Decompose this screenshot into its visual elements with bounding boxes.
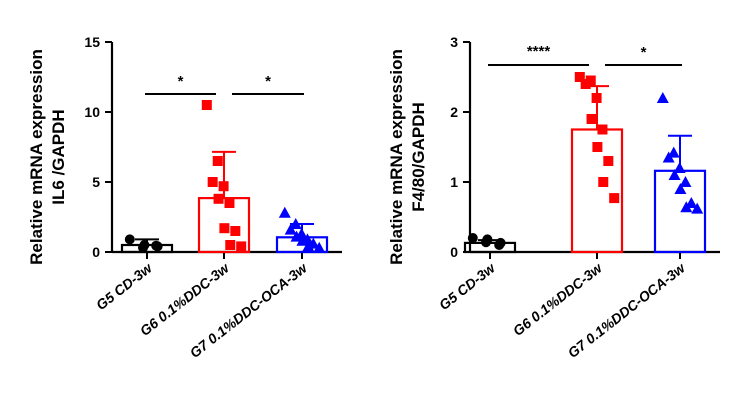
y-tick-label: 1 <box>450 174 458 190</box>
data-point <box>218 181 229 192</box>
x-tick-label: G5 CD-3w <box>436 259 499 313</box>
data-point <box>313 241 326 253</box>
data-point <box>296 234 309 246</box>
data-point <box>219 223 230 234</box>
data-point <box>290 230 303 242</box>
data-point <box>591 93 602 103</box>
y-axis-title-line2: IL6 /GAPDH <box>49 109 68 204</box>
data-point <box>598 177 609 187</box>
data-point <box>679 176 692 187</box>
data-point <box>481 237 491 248</box>
data-point <box>609 193 620 204</box>
data-point <box>201 100 212 110</box>
data-point <box>585 75 596 86</box>
data-point <box>603 156 614 166</box>
data-point <box>597 124 608 135</box>
y-tick-label: 10 <box>84 104 100 120</box>
data-point <box>667 146 680 158</box>
data-point <box>151 240 162 251</box>
data-point <box>580 79 591 89</box>
data-point <box>212 156 223 166</box>
significance-label: * <box>178 73 184 90</box>
data-point <box>494 240 505 250</box>
y-axis-title-line2: F4/80/GAPDH <box>409 102 428 212</box>
significance-label: * <box>641 44 647 61</box>
data-point <box>230 226 241 236</box>
data-point <box>691 202 704 214</box>
data-point <box>302 240 315 252</box>
chart-panel-2: 0 1 2 3 Relative mRNA expression F4/80/GAPDH G… <box>387 34 720 361</box>
data-point <box>224 198 235 208</box>
data-point <box>225 240 236 250</box>
data-point <box>668 169 681 180</box>
data-point <box>207 177 218 187</box>
y-axis-title-line1: Relative mRNA expression <box>27 49 46 265</box>
data-point <box>284 223 297 235</box>
data-point <box>138 242 148 253</box>
y-tick-label: 0 <box>92 244 100 260</box>
significance-label: **** <box>527 43 551 60</box>
data-point <box>124 234 135 245</box>
y-tick-label: 2 <box>450 104 458 120</box>
chart-panel-1: 0 5 10 15 Relative mRNA expression IL6 /GAPDH… <box>27 34 342 361</box>
significance-label: * <box>265 73 271 90</box>
data-point <box>586 114 597 124</box>
data-point <box>656 92 669 103</box>
data-point <box>574 72 585 82</box>
data-point <box>674 183 687 194</box>
data-point <box>592 142 603 152</box>
x-tick-label: G5 CD-3w <box>93 259 156 313</box>
data-point <box>680 201 693 213</box>
data-point <box>213 193 224 204</box>
data-point <box>289 218 302 229</box>
data-point <box>467 233 478 243</box>
data-point <box>278 206 291 218</box>
y-tick-label: 15 <box>84 34 100 50</box>
y-tick-label: 5 <box>92 174 100 190</box>
y-tick-label: 0 <box>450 244 458 260</box>
data-point <box>662 151 675 163</box>
data-point <box>236 241 247 252</box>
data-point <box>673 162 686 173</box>
y-tick-label: 3 <box>450 34 458 50</box>
y-axis-title-line1: Relative mRNA expression <box>387 49 406 265</box>
